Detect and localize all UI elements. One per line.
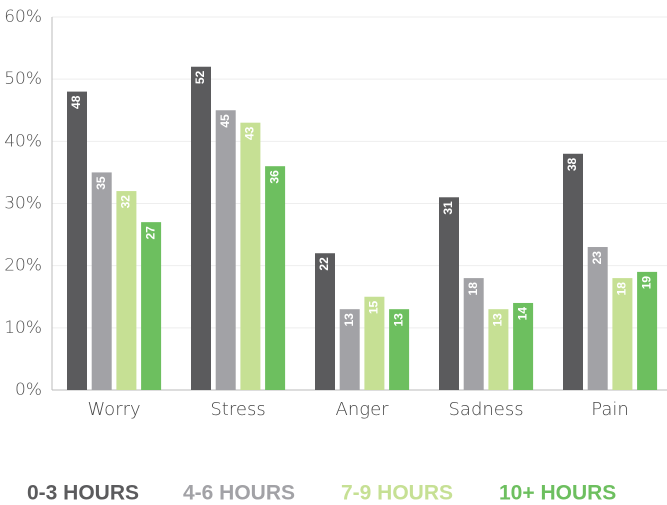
y-tick-label: 50% (4, 69, 42, 89)
value-label: 31 (441, 201, 455, 215)
y-tick-label: 30% (4, 194, 42, 214)
bar (587, 247, 608, 390)
bar (67, 91, 87, 390)
value-label: 38 (565, 157, 579, 171)
value-label: 13 (491, 313, 505, 327)
value-label: 22 (317, 257, 331, 271)
x-tick-label: Worry (87, 399, 140, 420)
value-label: 35 (94, 176, 108, 190)
bar (637, 271, 658, 390)
y-tick-label: 0% (15, 380, 42, 400)
bar (563, 153, 583, 390)
bar (463, 278, 484, 390)
x-tick-label: Pain (591, 399, 629, 420)
x-tick-label: Sadness (448, 399, 523, 420)
value-label: 45 (218, 114, 232, 128)
y-tick-label: 20% (4, 256, 42, 276)
value-label: 13 (391, 313, 405, 327)
legend-label: 4-6 HOURS (183, 482, 295, 505)
bar (215, 110, 236, 390)
legend-label: 0-3 HOURS (27, 482, 139, 505)
x-tick-label: Anger (336, 399, 390, 420)
value-label: 23 (590, 251, 604, 265)
legend-label: 10+ HOURS (499, 482, 616, 505)
bar (389, 309, 410, 390)
value-label: 18 (615, 282, 629, 296)
bar (439, 197, 459, 390)
bar (191, 66, 211, 390)
y-tick-label: 10% (4, 318, 42, 338)
bar (513, 302, 534, 390)
bar (240, 122, 261, 390)
bar (612, 278, 633, 390)
value-label: 36 (267, 170, 281, 184)
bar (339, 309, 360, 390)
value-label: 43 (243, 126, 257, 140)
bar (91, 172, 112, 390)
bar (116, 191, 137, 390)
value-label: 32 (119, 195, 133, 209)
bar (265, 166, 286, 390)
bar (141, 222, 162, 390)
bar (364, 296, 385, 390)
legend-label: 7-9 HOURS (341, 482, 453, 505)
value-label: 15 (367, 300, 381, 314)
value-label: 48 (69, 95, 83, 109)
value-label: 27 (143, 226, 157, 240)
bar (315, 253, 335, 390)
bar (488, 309, 509, 390)
y-tick-label: 40% (4, 131, 42, 151)
value-label: 14 (515, 307, 529, 321)
y-tick-label: 60% (4, 7, 42, 27)
value-label: 19 (639, 276, 653, 290)
value-label: 13 (342, 313, 356, 327)
x-tick-label: Stress (210, 399, 265, 420)
value-label: 18 (466, 282, 480, 296)
value-label: 52 (193, 70, 207, 84)
